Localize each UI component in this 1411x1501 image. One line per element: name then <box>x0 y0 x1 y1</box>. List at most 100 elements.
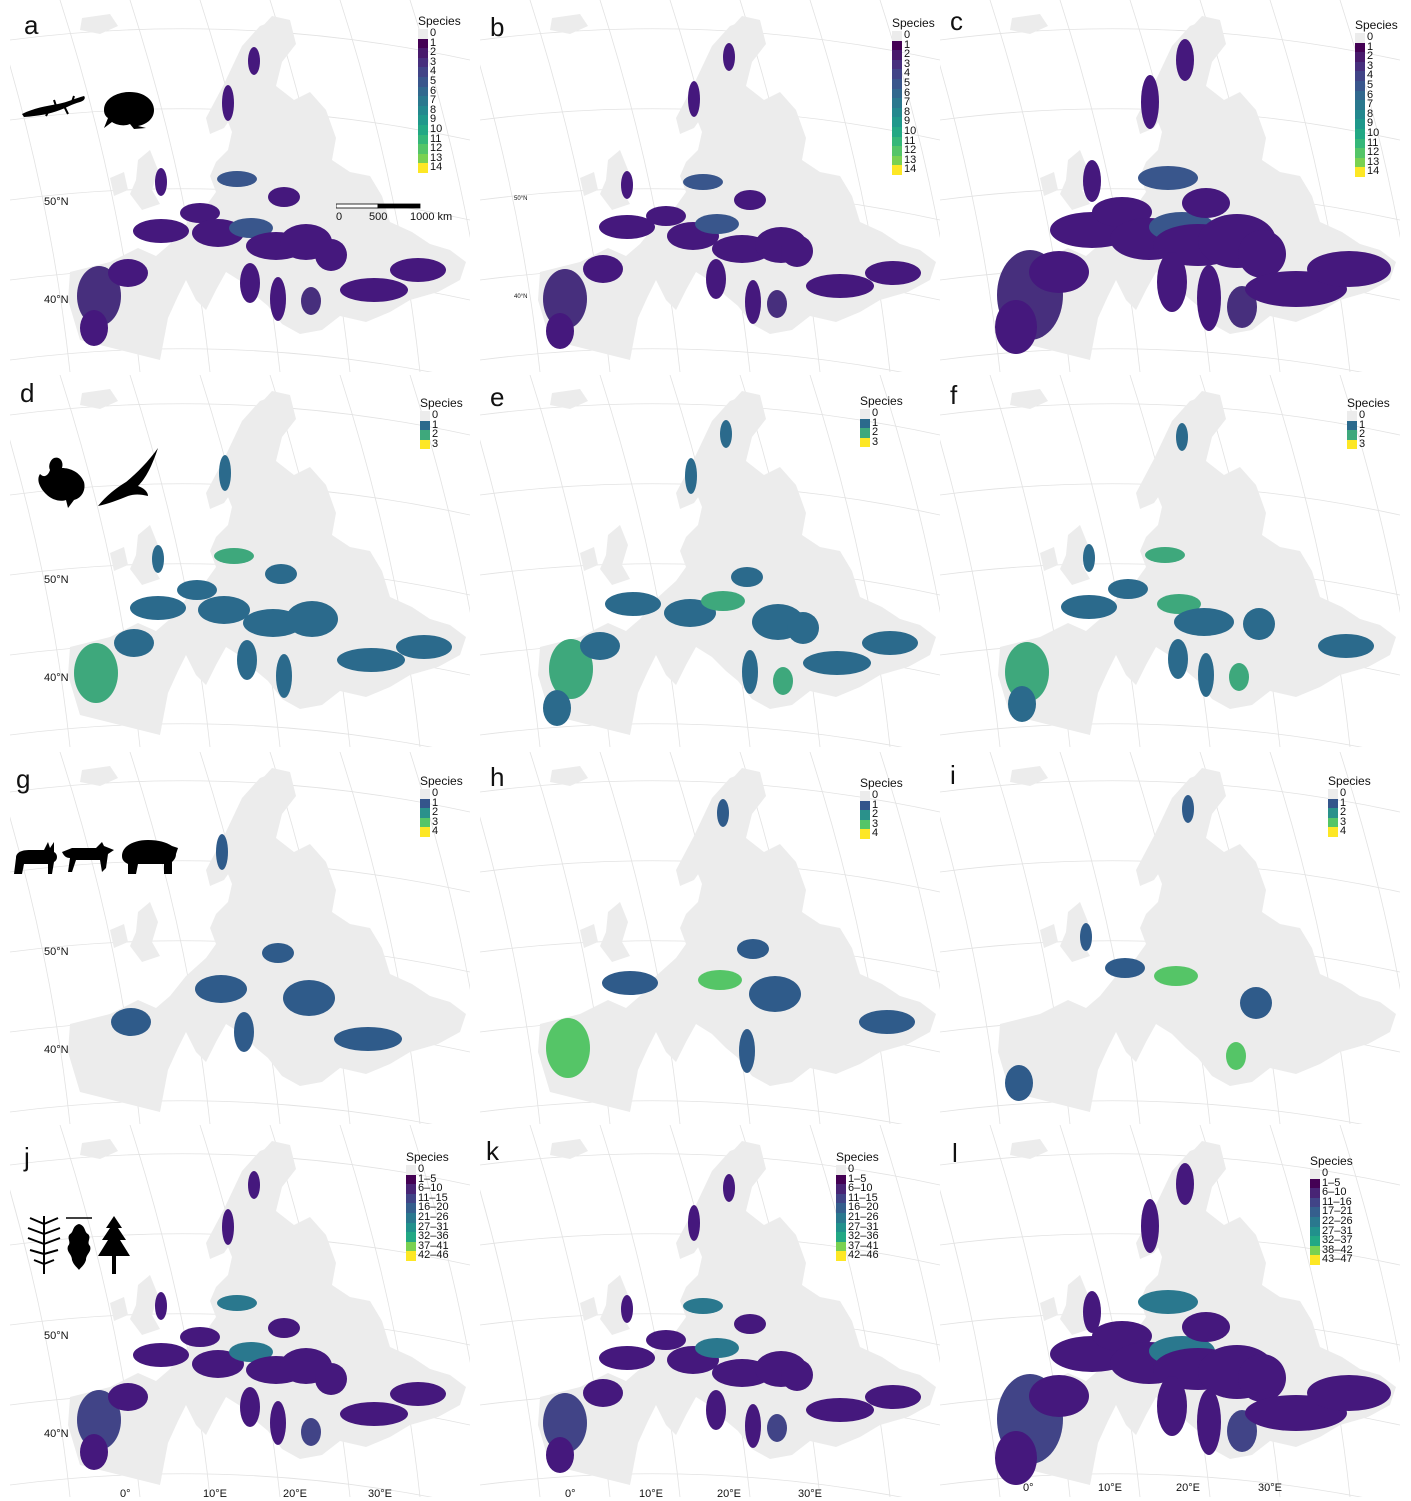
legend-row: 4 <box>860 828 903 839</box>
richness-region <box>1318 634 1374 658</box>
richness-region <box>767 1414 787 1442</box>
uk-land <box>130 525 160 585</box>
legend-swatch <box>892 107 902 118</box>
lon-label-0-k: 0° <box>565 1488 576 1500</box>
legend-label: 1 <box>872 416 879 429</box>
legend-swatch <box>1328 789 1338 799</box>
legend-swatch <box>1310 1207 1320 1217</box>
legend-label: 0 <box>1322 1167 1329 1179</box>
legend-label: 6–10 <box>1322 1186 1347 1199</box>
legend-swatch <box>406 1232 416 1242</box>
legend-swatch <box>406 1241 416 1252</box>
richness-region <box>543 690 571 726</box>
legend-row: 42–46 <box>406 1250 449 1261</box>
legend-label: 1 <box>1340 796 1347 809</box>
legend-swatch <box>860 791 870 801</box>
richness-region <box>396 635 452 659</box>
graticule-line <box>10 1473 433 1497</box>
scale-label-0: 0 <box>336 211 343 223</box>
legend-swatch <box>1328 827 1338 837</box>
legend-swatch <box>1355 90 1365 101</box>
legend-label: 3 <box>904 57 911 70</box>
legend-row: 27–31 <box>1310 1225 1353 1237</box>
legend-label: 3 <box>1359 437 1366 450</box>
legend-row: 13 <box>418 152 461 164</box>
legend-row: 9 <box>1355 118 1398 129</box>
legend-swatch <box>892 88 902 99</box>
uk-land <box>600 1275 630 1335</box>
legend-swatch <box>1347 411 1357 421</box>
richness-region <box>862 631 918 655</box>
legend-swatch <box>420 420 430 431</box>
legend-swatch <box>1328 798 1338 809</box>
richness-region <box>688 1205 700 1241</box>
legend-row: 37–41 <box>836 1240 879 1252</box>
legend-row: 4 <box>892 68 935 79</box>
graticule-line <box>940 403 1400 436</box>
legend-row: 4 <box>1328 826 1371 837</box>
uk-land <box>130 1275 160 1335</box>
legend-row: 3 <box>418 57 461 68</box>
richness-region <box>270 277 286 321</box>
legend-row: 0 <box>418 28 461 39</box>
lon-label-30e-l: 30°E <box>1258 1482 1282 1494</box>
graticule-line <box>409 1125 470 1364</box>
richness-region <box>248 1171 260 1199</box>
lat-label: 40°N <box>44 1428 69 1440</box>
legend-label: 2 <box>432 806 439 819</box>
graticule-line <box>10 403 470 436</box>
map-panel-h <box>480 752 940 1124</box>
legend-label: 38–42 <box>1322 1243 1353 1256</box>
legend-label: 9 <box>430 113 437 126</box>
legend-row: 12 <box>1355 147 1398 158</box>
richness-region <box>745 280 761 324</box>
legend-label: 3 <box>432 815 439 828</box>
lat-label: 40°N <box>44 294 69 306</box>
graticule-line <box>339 375 421 747</box>
richness-region <box>80 1434 108 1470</box>
richness-region <box>1227 1410 1257 1452</box>
europe-land <box>998 768 1396 1112</box>
richness-region <box>1176 39 1194 81</box>
richness-region <box>111 1008 151 1036</box>
legend-d: Species 0 1 2 3 <box>420 396 463 450</box>
legend-label: 6–10 <box>418 1182 443 1195</box>
map-panel-a <box>10 0 470 372</box>
legend-l: Species 0 1–5 6–10 11–16 17–21 22–26 27–31 32–37… <box>1310 1154 1353 1265</box>
europe-land <box>68 768 466 1112</box>
richness-region <box>1198 653 1214 697</box>
legend-swatch <box>406 1174 416 1185</box>
richness-region <box>315 239 347 271</box>
legend-swatch <box>892 40 902 51</box>
richness-region <box>1005 1065 1033 1101</box>
legend-swatch <box>1347 439 1357 450</box>
lat-label: 40°N <box>514 294 528 300</box>
legend-label: 2 <box>872 426 879 439</box>
graticule-line <box>10 723 433 747</box>
legend-row: 21–26 <box>406 1210 449 1223</box>
legend-label: 1 <box>872 798 879 811</box>
richness-region <box>621 1295 633 1323</box>
lon-label-0-l: 0° <box>1023 1482 1034 1494</box>
graticule-line <box>129 752 211 1124</box>
legend-row: 6–10 <box>1310 1186 1353 1199</box>
richness-region <box>1197 265 1221 331</box>
legend-row: 37–41 <box>406 1240 449 1252</box>
richness-region <box>1307 1375 1391 1411</box>
legend-label: 11–16 <box>1322 1195 1352 1208</box>
graticule-line <box>1059 0 1141 372</box>
richness-region <box>217 1295 257 1311</box>
legend-swatch <box>1347 420 1357 431</box>
richness-region <box>646 1330 686 1350</box>
legend-row: 11–15 <box>836 1193 879 1204</box>
graticule-line <box>129 0 211 372</box>
ireland-land <box>1040 1297 1058 1321</box>
graticule-line <box>339 1125 421 1497</box>
graticule-line <box>809 0 891 372</box>
graticule-line <box>940 816 1001 1124</box>
legend-label: 21–26 <box>418 1210 449 1223</box>
iceland-land <box>80 389 118 409</box>
legend-swatch <box>892 136 902 147</box>
graticule-line <box>339 752 421 1124</box>
legend-row: 11–15 <box>406 1193 449 1204</box>
